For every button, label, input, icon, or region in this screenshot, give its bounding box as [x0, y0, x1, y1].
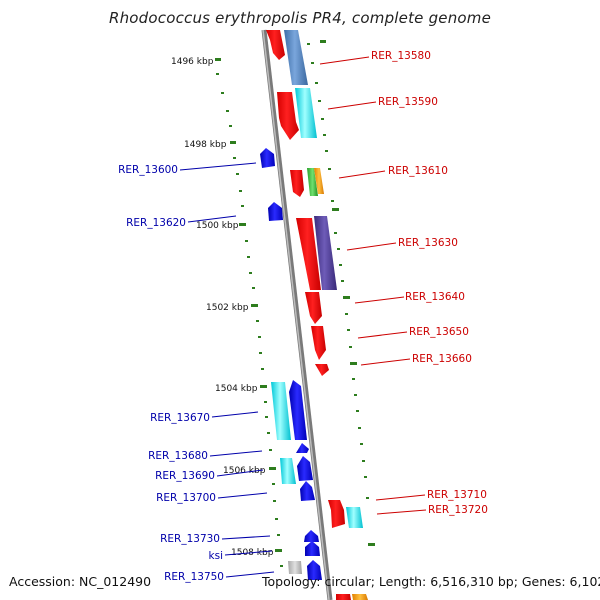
gene-block-rer-13590-annotation[interactable] [295, 88, 317, 138]
forward-strand-genes [266, 30, 368, 600]
gene-block-rer-13720-annotation[interactable] [346, 507, 363, 528]
gene-arrow-rer-13690[interactable] [297, 456, 313, 481]
gene-arrow-rer-13730[interactable] [304, 530, 319, 542]
tick-label-1502: 1502 kbp [206, 303, 249, 313]
genome-backbone-highlight [262, 29, 330, 600]
right-tick-dots [307, 43, 369, 499]
scale-tick-labels: 1496 kbp 1498 kbp 1500 kbp 1502 kbp 1504… [171, 57, 274, 558]
map-title: Rhodococcus erythropolis PR4, complete g… [108, 9, 492, 27]
tick-label-1506: 1506 kbp [223, 466, 266, 476]
tick-label-1496: 1496 kbp [171, 57, 214, 67]
label-rer-13640[interactable]: RER_13640 [405, 291, 465, 303]
gene-arrow-rer-13710[interactable] [328, 500, 345, 528]
label-rer-13690[interactable]: RER_13690 [155, 470, 215, 482]
label-rer-13670[interactable]: RER_13670 [150, 412, 210, 424]
gene-block-rer-13610-orange[interactable] [314, 168, 324, 194]
gene-arrow-rer-13670[interactable] [289, 380, 307, 440]
label-rer-13750[interactable]: RER_13750 [164, 571, 224, 583]
forward-gene-labels: RER_13580 RER_13590 RER_13610 RER_13630 … [371, 50, 488, 516]
label-rer-13730[interactable]: RER_13730 [160, 533, 220, 545]
gene-arrow-rer-13580[interactable] [266, 30, 285, 60]
left-tick-dots [216, 73, 283, 567]
gene-block-bottom-orange[interactable] [352, 594, 368, 600]
gene-arrow-rer-13660[interactable] [315, 364, 329, 376]
label-rer-13580[interactable]: RER_13580 [371, 50, 431, 62]
tick-label-1498: 1498 kbp [184, 140, 227, 150]
label-rer-13720[interactable]: RER_13720 [428, 504, 488, 516]
gene-arrow-rer-13750[interactable] [307, 560, 322, 580]
tick-label-1504: 1504 kbp [215, 384, 258, 394]
label-rer-13700[interactable]: RER_13700 [156, 492, 216, 504]
gene-arrow-rer-13620[interactable] [268, 202, 283, 221]
gene-block-rer-13670-annotation[interactable] [271, 382, 291, 440]
gene-arrow-rer-13650[interactable] [311, 326, 326, 360]
label-rer-13650[interactable]: RER_13650 [409, 326, 469, 338]
label-rer-13610[interactable]: RER_13610 [388, 165, 448, 177]
label-ksi[interactable]: ksi [209, 550, 223, 562]
gene-arrow-bottom-red[interactable] [336, 594, 351, 600]
gene-arrow-rer-13640[interactable] [305, 292, 322, 324]
genome-backbone [261, 29, 333, 600]
gene-arrow-rer-13610[interactable] [290, 170, 304, 197]
label-rer-13620[interactable]: RER_13620 [126, 217, 186, 229]
reverse-label-leaders [179, 162, 275, 578]
genome-stats-label: Topology: circular; Length: 6,516,310 bp… [262, 574, 600, 589]
gene-arrow-rer-13700[interactable] [300, 481, 315, 501]
gene-arrow-ksi[interactable] [305, 541, 320, 556]
label-rer-13600[interactable]: RER_13600 [118, 164, 178, 176]
label-rer-13630[interactable]: RER_13630 [398, 237, 458, 249]
gene-block-rer-13690-annotation[interactable] [280, 458, 296, 484]
gene-block-rer-13580-annotation[interactable] [284, 30, 308, 85]
accession-label: Accession: NC_012490 [9, 574, 152, 589]
label-rer-13660[interactable]: RER_13660 [412, 353, 472, 365]
major-ticks [215, 40, 375, 552]
forward-label-leaders [319, 56, 427, 515]
gene-block-rer-13750-annotation[interactable] [288, 561, 302, 574]
gene-block-rer-13630-annotation[interactable] [314, 216, 337, 290]
reverse-strand-genes [260, 148, 322, 580]
gene-block-rer-13610-green[interactable] [307, 168, 318, 196]
reverse-gene-labels: RER_13600 RER_13620 RER_13670 RER_13680 … [118, 164, 224, 583]
gene-arrow-rer-13680[interactable] [296, 443, 309, 453]
label-rer-13590[interactable]: RER_13590 [378, 96, 438, 108]
gene-arrow-rer-13590[interactable] [277, 92, 299, 140]
label-rer-13680[interactable]: RER_13680 [148, 450, 208, 462]
gene-arrow-rer-13600[interactable] [260, 148, 275, 168]
label-rer-13710[interactable]: RER_13710 [427, 489, 487, 501]
tick-label-1500: 1500 kbp [196, 221, 239, 231]
gene-arrow-rer-13630[interactable] [296, 218, 321, 290]
